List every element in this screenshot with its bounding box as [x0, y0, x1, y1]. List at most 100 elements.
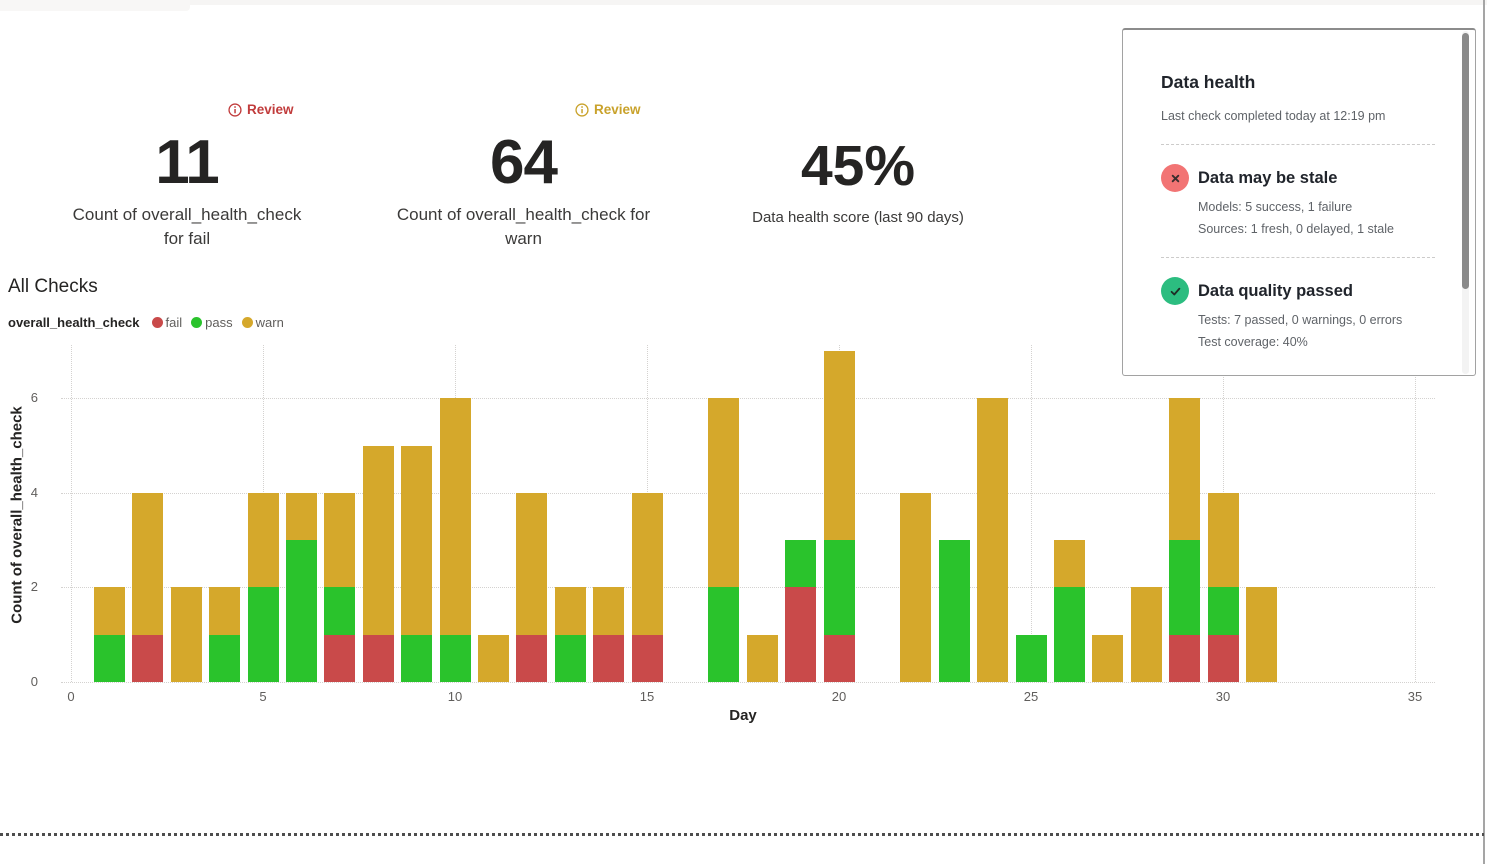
bar-segment-pass-day-7[interactable] — [324, 587, 356, 635]
kpi-card-fail: Review 11 Count of overall_health_check … — [63, 98, 311, 251]
top-left-box — [0, 0, 190, 11]
info-icon — [575, 102, 589, 117]
bar-segment-warn-day-9[interactable] — [401, 445, 433, 635]
bar-segment-pass-day-19[interactable] — [785, 540, 817, 588]
panel-last-check: Last check completed today at 12:19 pm — [1161, 109, 1386, 123]
kpi-label-health-score: Data health score (last 90 days) — [752, 209, 964, 226]
bar-segment-pass-day-1[interactable] — [93, 634, 125, 682]
bar-segment-pass-day-13[interactable] — [554, 634, 586, 682]
bar-segment-warn-day-3[interactable] — [170, 587, 202, 682]
bar-segment-fail-day-7[interactable] — [324, 634, 356, 682]
check-circle-icon — [1161, 277, 1189, 305]
bar-segment-pass-day-4[interactable] — [209, 634, 241, 682]
legend-series-label: overall_health_check — [8, 315, 140, 330]
bottom-dotted-separator — [0, 833, 1484, 836]
bar-segment-warn-day-22[interactable] — [900, 492, 932, 682]
panel-section-stale: Data may be stale Models: 5 success, 1 f… — [1161, 164, 1435, 236]
bar-segment-pass-day-10[interactable] — [439, 634, 471, 682]
bar-segment-warn-day-20[interactable] — [823, 350, 855, 541]
x-tick-label-10: 10 — [447, 689, 463, 704]
bar-segment-pass-day-6[interactable] — [285, 540, 317, 682]
bar-segment-warn-day-15[interactable] — [631, 492, 663, 635]
bar-segment-fail-day-15[interactable] — [631, 634, 663, 682]
x-tick-label-30: 30 — [1215, 689, 1231, 704]
bar-segment-fail-day-8[interactable] — [362, 634, 394, 682]
legend-item-warn[interactable]: warn — [241, 315, 284, 330]
review-badge-fail[interactable]: Review — [228, 102, 294, 117]
bar-segment-warn-day-31[interactable] — [1245, 587, 1277, 682]
y-tick-label-6: 6 — [30, 390, 38, 406]
kpi-card-health-score: 45% Data health score (last 90 days) — [745, 98, 971, 228]
divider — [1161, 257, 1435, 258]
kpi-label-warn: Count of overall_health_check for warn — [396, 205, 651, 249]
bar-segment-warn-day-18[interactable] — [746, 634, 778, 682]
pass-dot-icon — [191, 317, 203, 328]
data-health-panel: Data health Last check completed today a… — [1122, 28, 1476, 376]
bar-segment-pass-day-29[interactable] — [1169, 540, 1201, 635]
legend-item-pass[interactable]: pass — [191, 315, 233, 330]
panel-scrollbar-thumb[interactable] — [1462, 33, 1469, 289]
bar-segment-warn-day-2[interactable] — [132, 492, 164, 635]
sources-status: Sources: 1 fresh, 0 delayed, 1 stale — [1198, 222, 1394, 236]
bar-segment-warn-day-10[interactable] — [439, 398, 471, 635]
y-tick-label-4: 4 — [30, 484, 38, 500]
bar-segment-fail-day-14[interactable] — [593, 634, 625, 682]
bar-segment-pass-day-20[interactable] — [823, 540, 855, 635]
bar-segment-warn-day-12[interactable] — [516, 492, 548, 635]
bar-segment-warn-day-13[interactable] — [554, 587, 586, 635]
bar-segment-pass-day-30[interactable] — [1207, 587, 1239, 635]
bar-segment-fail-day-2[interactable] — [132, 634, 164, 682]
bar-segment-pass-day-9[interactable] — [401, 634, 433, 682]
bar-segment-warn-day-28[interactable] — [1130, 587, 1162, 682]
bar-segment-warn-day-8[interactable] — [362, 445, 394, 635]
top-strip — [0, 0, 1487, 5]
bar-segment-pass-day-5[interactable] — [247, 587, 279, 682]
bar-segment-warn-day-29[interactable] — [1169, 398, 1201, 541]
x-tick-label-15: 15 — [639, 689, 655, 704]
review-label: Review — [247, 102, 294, 117]
bar-segment-warn-day-26[interactable] — [1053, 540, 1085, 588]
x-tick-label-35: 35 — [1407, 689, 1423, 704]
bar-segment-fail-day-29[interactable] — [1169, 634, 1201, 682]
bar-segment-fail-day-12[interactable] — [516, 634, 548, 682]
bar-segment-warn-day-1[interactable] — [93, 587, 125, 635]
bar-segment-fail-day-19[interactable] — [785, 587, 817, 682]
review-badge-warn[interactable]: Review — [575, 102, 641, 117]
kpi-value-fail: 11 — [155, 128, 220, 197]
bar-segment-pass-day-26[interactable] — [1053, 587, 1085, 682]
x-axis-title: Day — [729, 707, 757, 724]
section-heading-quality: Data quality passed — [1198, 282, 1353, 300]
bar-segment-warn-day-24[interactable] — [977, 398, 1009, 682]
bar-segment-warn-day-7[interactable] — [324, 492, 356, 588]
bar-segment-warn-day-11[interactable] — [477, 634, 509, 682]
section-heading-stale: Data may be stale — [1198, 169, 1338, 187]
x-gridline-35 — [1415, 345, 1416, 682]
bar-segment-warn-day-14[interactable] — [593, 587, 625, 635]
x-tick-label-20: 20 — [831, 689, 847, 704]
y-gridline-6 — [61, 398, 1435, 400]
window-right-border — [1483, 0, 1485, 864]
x-circle-icon — [1161, 164, 1189, 192]
fail-dot-icon — [151, 317, 163, 328]
bar-segment-warn-day-27[interactable] — [1092, 634, 1124, 682]
bar-segment-pass-day-23[interactable] — [938, 540, 970, 682]
bar-segment-fail-day-30[interactable] — [1207, 634, 1239, 682]
bar-segment-warn-day-5[interactable] — [247, 492, 279, 588]
tests-status: Tests: 7 passed, 0 warnings, 0 errors — [1198, 313, 1403, 327]
y-gridline-0 — [61, 682, 1435, 683]
bar-segment-warn-day-4[interactable] — [209, 587, 241, 635]
legend-item-fail[interactable]: fail — [151, 315, 182, 330]
y-gridline-2 — [61, 587, 1435, 589]
x-tick-label-5: 5 — [259, 689, 267, 704]
review-label: Review — [594, 102, 641, 117]
all-checks-title: All Checks — [8, 276, 98, 297]
bar-segment-pass-day-17[interactable] — [708, 587, 740, 682]
bar-segment-warn-day-30[interactable] — [1207, 492, 1239, 588]
y-tick-label-2: 2 — [30, 579, 38, 595]
bar-segment-fail-day-20[interactable] — [823, 634, 855, 682]
bar-segment-pass-day-25[interactable] — [1015, 634, 1047, 682]
bar-segment-warn-day-17[interactable] — [708, 398, 740, 588]
bar-segment-warn-day-6[interactable] — [285, 492, 317, 541]
